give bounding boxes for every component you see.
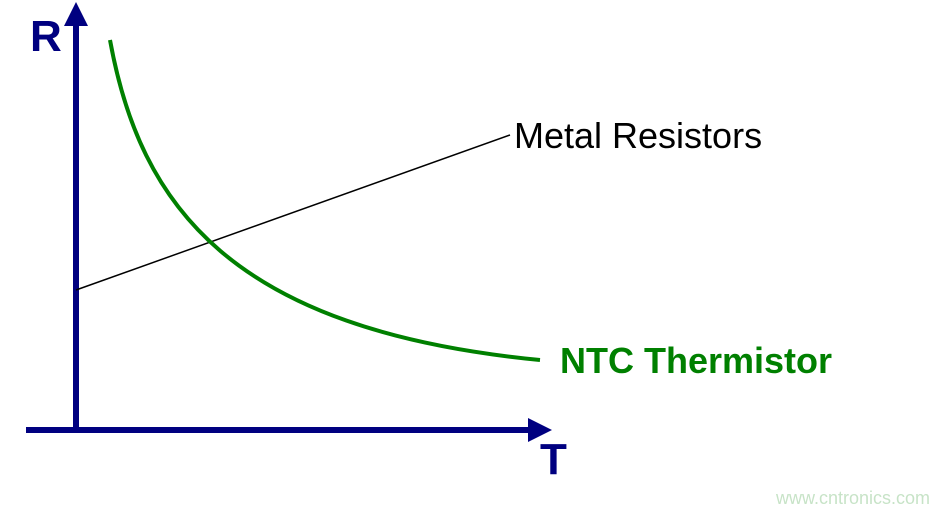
ntc-thermistor-label: NTC Thermistor xyxy=(560,340,832,382)
y-axis-label: R xyxy=(30,12,62,62)
watermark: www.cntronics.com xyxy=(776,488,930,509)
x-axis-label: T xyxy=(540,435,567,485)
ntc-thermistor-curve xyxy=(110,40,540,360)
chart-svg xyxy=(0,0,944,515)
chart-container: R T Metal Resistors NTC Thermistor www.c… xyxy=(0,0,944,515)
metal-resistors-label: Metal Resistors xyxy=(514,115,762,157)
metal-resistors-line xyxy=(76,135,510,290)
